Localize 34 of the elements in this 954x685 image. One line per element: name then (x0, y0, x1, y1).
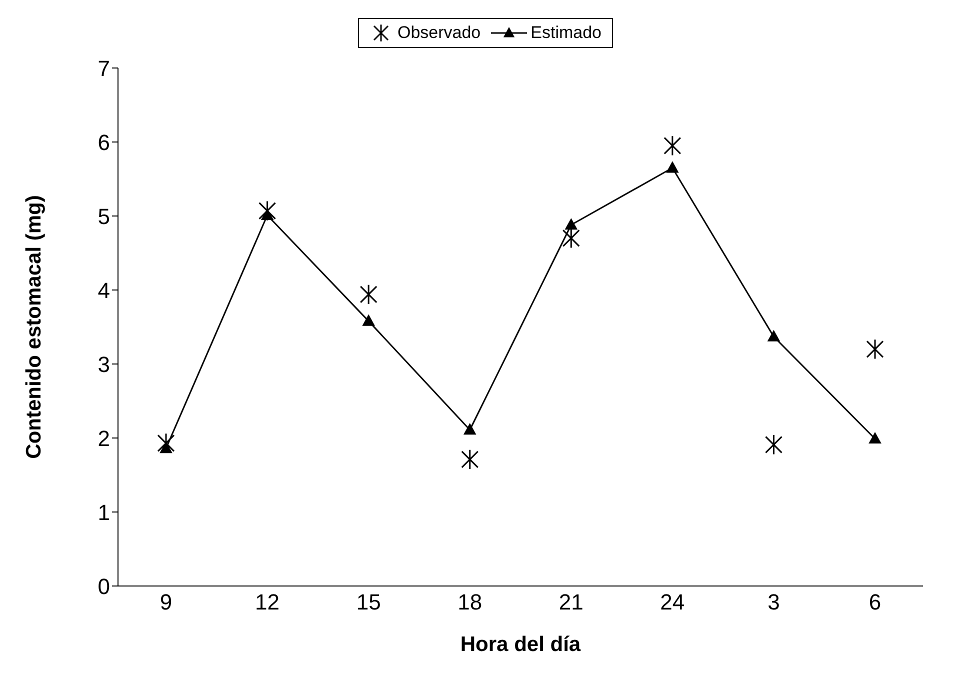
point (258, 200, 276, 222)
point (362, 314, 375, 326)
x-tick-label: 6 (868, 590, 882, 615)
y-tick-label: 6 (98, 130, 110, 155)
point (562, 228, 580, 249)
x-tick-label: 9 (160, 590, 172, 615)
y-tick-label: 2 (98, 426, 110, 451)
legend-label: Observado (397, 23, 481, 43)
point (463, 423, 476, 435)
x-tick-label: 12 (255, 590, 280, 615)
x-tick-label: 18 (458, 590, 482, 615)
y-tick-label: 0 (98, 574, 110, 599)
point (764, 434, 782, 456)
point (767, 330, 780, 342)
point (664, 135, 682, 156)
point (157, 432, 175, 454)
point (461, 449, 479, 470)
point (564, 218, 578, 230)
y-tick-label: 3 (98, 352, 110, 377)
y-tick-label: 7 (98, 56, 110, 81)
point (666, 161, 679, 173)
point (360, 284, 378, 305)
y-axis-title: Contenido estomacal (mg) (22, 195, 46, 459)
x-tick-label: 3 (768, 590, 780, 615)
y-tick-label: 1 (98, 500, 110, 525)
y-tick-label: 4 (98, 278, 110, 303)
point (866, 338, 884, 360)
x-tick-label: 15 (356, 590, 381, 615)
x-axis-title: Hora del día (460, 633, 581, 656)
legend-label: Estimado (530, 23, 602, 43)
x-tick-label: 24 (660, 590, 685, 615)
y-tick-label: 5 (98, 204, 110, 229)
point (868, 432, 882, 444)
x-tick-label: 21 (558, 590, 584, 615)
